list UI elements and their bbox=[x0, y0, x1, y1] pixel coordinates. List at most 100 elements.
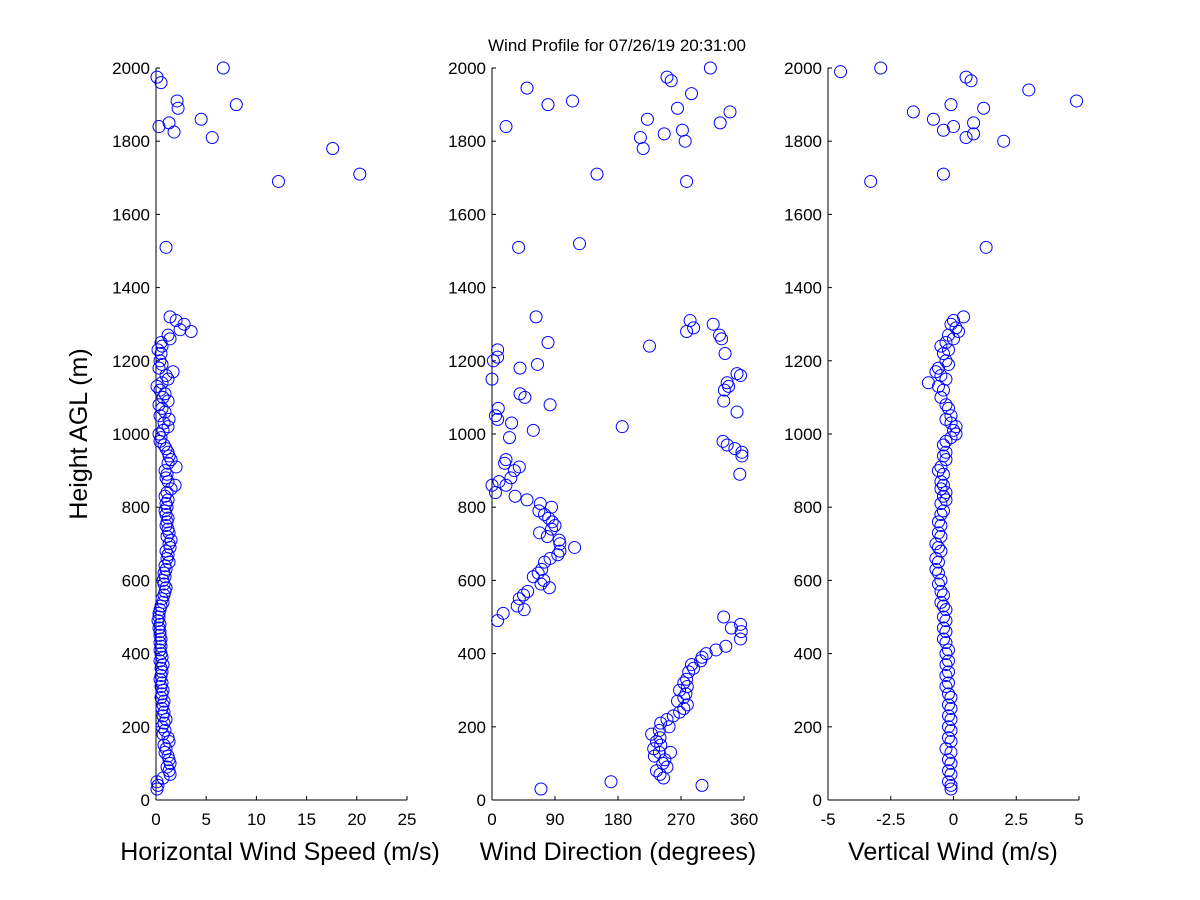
direction-data-point bbox=[677, 691, 691, 705]
direction-data-point bbox=[543, 398, 557, 412]
direction-data-point bbox=[673, 705, 687, 719]
vertical-data-point bbox=[934, 573, 948, 587]
vertical-data-point bbox=[931, 515, 945, 529]
speed-data-point bbox=[169, 314, 183, 328]
vertical-data-point bbox=[931, 361, 945, 375]
vertical-data-point bbox=[944, 778, 958, 792]
direction-data-point bbox=[485, 478, 499, 492]
direction-data-point bbox=[545, 522, 558, 536]
speed-x-tick-label: 25 bbox=[398, 810, 417, 829]
direction-x-tick-label: 270 bbox=[667, 810, 695, 829]
vertical-x-axis-label: Vertical Wind (m/s) bbox=[848, 838, 1058, 866]
vertical-data-point bbox=[936, 438, 950, 452]
direction-data-point bbox=[510, 599, 524, 613]
speed-data-point bbox=[150, 379, 164, 393]
direction-data-point bbox=[650, 764, 663, 778]
vertical-data-point bbox=[944, 723, 958, 737]
direction-data-point bbox=[538, 555, 551, 569]
vertical-data-point bbox=[947, 332, 960, 346]
direction-data-point bbox=[720, 438, 734, 452]
vertical-data-point bbox=[949, 420, 963, 434]
direction-data-point bbox=[653, 731, 667, 745]
direction-data-point bbox=[728, 442, 742, 456]
vertical-data-point bbox=[939, 453, 953, 467]
vertical-x-tick-label: 2.5 bbox=[1004, 810, 1028, 829]
direction-x-tick-label: 360 bbox=[730, 810, 758, 829]
speed-data-point bbox=[159, 508, 173, 522]
speed-data-point bbox=[151, 614, 165, 628]
direction-data-point bbox=[535, 562, 549, 576]
vertical-data-point bbox=[931, 566, 945, 580]
vertical-y-tick-label: 1600 bbox=[784, 205, 822, 224]
direction-data-point bbox=[568, 540, 582, 554]
direction-data-point bbox=[533, 526, 547, 540]
speed-data-point bbox=[153, 354, 167, 368]
vertical-data-point bbox=[936, 504, 950, 518]
direction-data-point bbox=[680, 174, 694, 188]
vertical-data-point bbox=[959, 131, 973, 145]
speed-x-tick-label: 20 bbox=[347, 810, 366, 829]
direction-data-point bbox=[520, 493, 534, 507]
direction-data-point bbox=[503, 431, 516, 445]
vertical-data-point bbox=[939, 614, 953, 628]
vertical-data-point bbox=[941, 665, 955, 679]
vertical-data-point bbox=[929, 562, 943, 576]
direction-data-point bbox=[687, 661, 701, 675]
direction-data-point bbox=[615, 420, 629, 434]
direction-data-point bbox=[505, 416, 519, 430]
direction-y-tick-label: 2000 bbox=[448, 59, 486, 78]
direction-data-point bbox=[513, 361, 527, 375]
speed-data-point bbox=[152, 361, 166, 375]
direction-data-point bbox=[722, 379, 736, 393]
vertical-data-point bbox=[941, 775, 955, 789]
direction-data-point bbox=[657, 771, 670, 785]
vertical-data-point bbox=[1022, 83, 1036, 97]
direction-data-point bbox=[678, 134, 692, 148]
direction-data-point bbox=[709, 643, 723, 657]
speed-data-point bbox=[156, 709, 170, 723]
speed-data-point bbox=[154, 346, 168, 360]
speed-y-tick-label: 1800 bbox=[112, 132, 150, 151]
vertical-data-point bbox=[934, 339, 948, 353]
direction-data-point bbox=[730, 405, 744, 419]
speed-data-point bbox=[173, 323, 187, 337]
vertical-data-point bbox=[997, 134, 1011, 148]
speed-data-point bbox=[159, 471, 173, 485]
speed-data-point bbox=[171, 101, 185, 115]
direction-data-point bbox=[658, 753, 672, 767]
direction-data-point bbox=[485, 372, 499, 386]
speed-data-point bbox=[162, 449, 176, 463]
vertical-data-point bbox=[941, 643, 955, 657]
vertical-y-tick-label: 400 bbox=[794, 645, 822, 664]
direction-y-tick-label: 1600 bbox=[448, 205, 486, 224]
direction-data-point bbox=[734, 368, 747, 382]
direction-data-point bbox=[654, 738, 668, 752]
vertical-data-point bbox=[944, 767, 958, 781]
vertical-data-point bbox=[947, 314, 960, 328]
vertical-data-point bbox=[941, 709, 955, 723]
direction-data-point bbox=[551, 548, 565, 562]
direction-data-point bbox=[545, 515, 559, 529]
vertical-data-point bbox=[934, 460, 948, 474]
direction-y-tick-label: 200 bbox=[458, 718, 486, 737]
vertical-x-tick-label: -5 bbox=[820, 810, 835, 829]
direction-data-point bbox=[640, 112, 654, 126]
direction-data-point bbox=[526, 423, 540, 437]
direction-data-point bbox=[531, 357, 544, 371]
direction-data-point bbox=[491, 401, 505, 415]
vertical-data-point bbox=[936, 610, 950, 624]
vertical-data-point bbox=[944, 702, 958, 715]
direction-data-point bbox=[671, 101, 684, 115]
direction-data-point bbox=[520, 81, 534, 95]
speed-data-point bbox=[163, 767, 177, 781]
direction-data-point bbox=[662, 720, 676, 734]
direction-data-point bbox=[654, 716, 668, 730]
direction-data-point bbox=[636, 142, 650, 156]
direction-data-point bbox=[491, 350, 505, 364]
vertical-data-point bbox=[929, 551, 943, 565]
direction-data-point bbox=[508, 489, 522, 503]
vertical-data-point bbox=[936, 588, 950, 602]
speed-data-point bbox=[155, 650, 169, 664]
